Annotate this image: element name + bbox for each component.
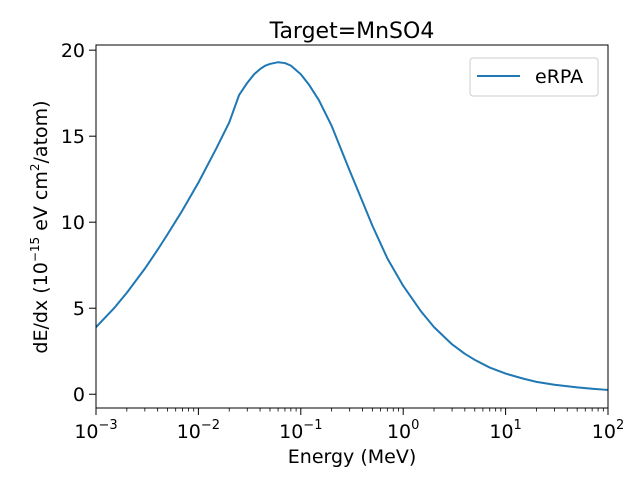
x-tick-label-exponent: −2	[201, 418, 220, 433]
y-axis-label-exponent: −15	[28, 237, 42, 262]
y-tick-label: 20	[61, 40, 85, 62]
legend-box	[469, 57, 599, 97]
x-tick-label-base: 10	[177, 421, 201, 443]
x-tick-label: 101	[489, 418, 521, 443]
x-tick-label: 100	[387, 418, 419, 443]
y-axis-label-prefix: dE/dx (10	[30, 262, 52, 353]
x-tick-label-exponent: −1	[303, 418, 322, 433]
x-tick-label-base: 10	[592, 421, 616, 443]
plot-background	[96, 45, 608, 408]
x-tick-label-base: 10	[387, 421, 411, 443]
series-line-erpa	[95, 61, 609, 391]
y-tick-label: 5	[73, 298, 85, 320]
y-axis-label-suffix: /atom)	[30, 100, 52, 163]
y-axis-label-middle: eV cm	[30, 171, 52, 237]
x-tick-label-base: 10	[279, 421, 303, 443]
x-tick-label-exponent: −3	[99, 418, 118, 433]
x-tick-label-exponent: 0	[411, 418, 419, 433]
plot-frame	[95, 44, 609, 409]
y-axis-label-squared: 2	[28, 163, 42, 171]
y-axis-ticks: 0 5 10 15 20	[61, 40, 96, 406]
x-tick-label-exponent: 2	[616, 418, 624, 433]
x-tick-label: 102	[592, 418, 624, 443]
legend: eRPA	[469, 57, 599, 97]
series-layer	[95, 61, 609, 391]
x-tick-label: 10−2	[177, 418, 220, 443]
x-axis-label: Energy (MeV)	[288, 446, 416, 468]
y-tick-label: 10	[61, 212, 85, 234]
legend-label-erpa: eRPA	[535, 66, 583, 88]
y-tick-label: 15	[61, 126, 85, 148]
x-tick-label-base: 10	[74, 421, 98, 443]
x-tick-label-base: 10	[489, 421, 513, 443]
y-axis-label: dE/dx (10−15 eV cm2/atom)	[28, 100, 52, 353]
x-axis-ticks: 10−3 10−2 10−1 100 101 102	[74, 408, 624, 443]
chart-title: Target=MnSO4	[269, 19, 435, 44]
x-tick-label: 10−3	[74, 418, 117, 443]
y-tick-label: 0	[73, 384, 85, 406]
x-tick-label-exponent: 1	[514, 418, 522, 433]
x-tick-label: 10−1	[279, 418, 322, 443]
